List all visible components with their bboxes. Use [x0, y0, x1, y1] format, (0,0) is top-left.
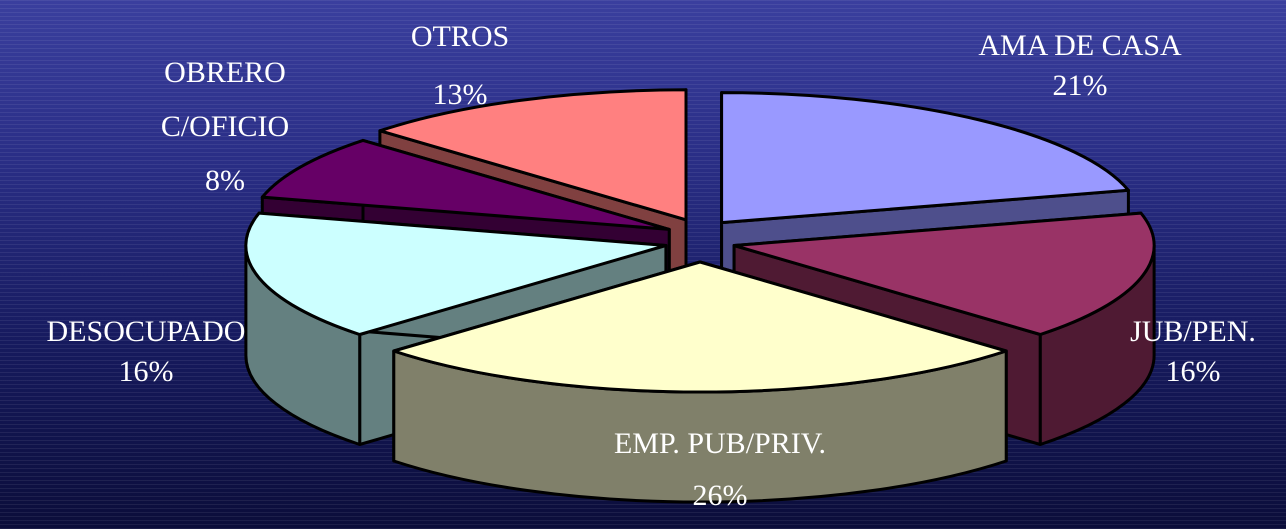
label-otros-name: OTROS [410, 20, 510, 53]
pie-slice-2 [392, 260, 1008, 504]
pie-slice-1-top [732, 211, 1156, 336]
pie-slice-5-top [378, 88, 688, 222]
label-ama-de-casa-pct: 21% [1052, 69, 1108, 102]
label-obrero-line1: OBRERO [164, 56, 286, 89]
pie-slice-0-top [720, 91, 1130, 225]
label-ama-de-casa-name: AMA DE CASA [978, 29, 1182, 62]
label-emp-pub-priv-pct: 26% [692, 479, 748, 512]
pie-slice-4-top [260, 138, 671, 231]
pie-slice-3-top [244, 211, 668, 336]
label-jub-pen-pct: 16% [1165, 355, 1221, 388]
label-emp-pub-priv-name: EMP. PUB/PRIV. [613, 427, 827, 460]
label-jub-pen-name: JUB/PEN. [1130, 315, 1256, 348]
label-desocupado-name: DESOCUPADO [46, 315, 246, 348]
label-obrero-pct: 8% [205, 164, 245, 197]
pie-slice-2-top [392, 260, 1008, 394]
label-desocupado-pct: 16% [118, 355, 174, 388]
label-otros-pct: 13% [432, 78, 488, 111]
label-obrero-line2: C/OFICIO [160, 110, 290, 143]
label-ama-de-casa: AMA DE CASA 21% [930, 26, 1230, 106]
label-otros: OTROS 13% [360, 8, 560, 124]
label-jub-pen: JUB/PEN. 16% [1100, 312, 1286, 392]
label-desocupado: DESOCUPADO 16% [0, 312, 292, 392]
label-obrero-oficio: OBRERO C/OFICIO 8% [120, 46, 330, 208]
label-emp-pub-priv: EMP. PUB/PRIV. 26% [540, 418, 900, 522]
